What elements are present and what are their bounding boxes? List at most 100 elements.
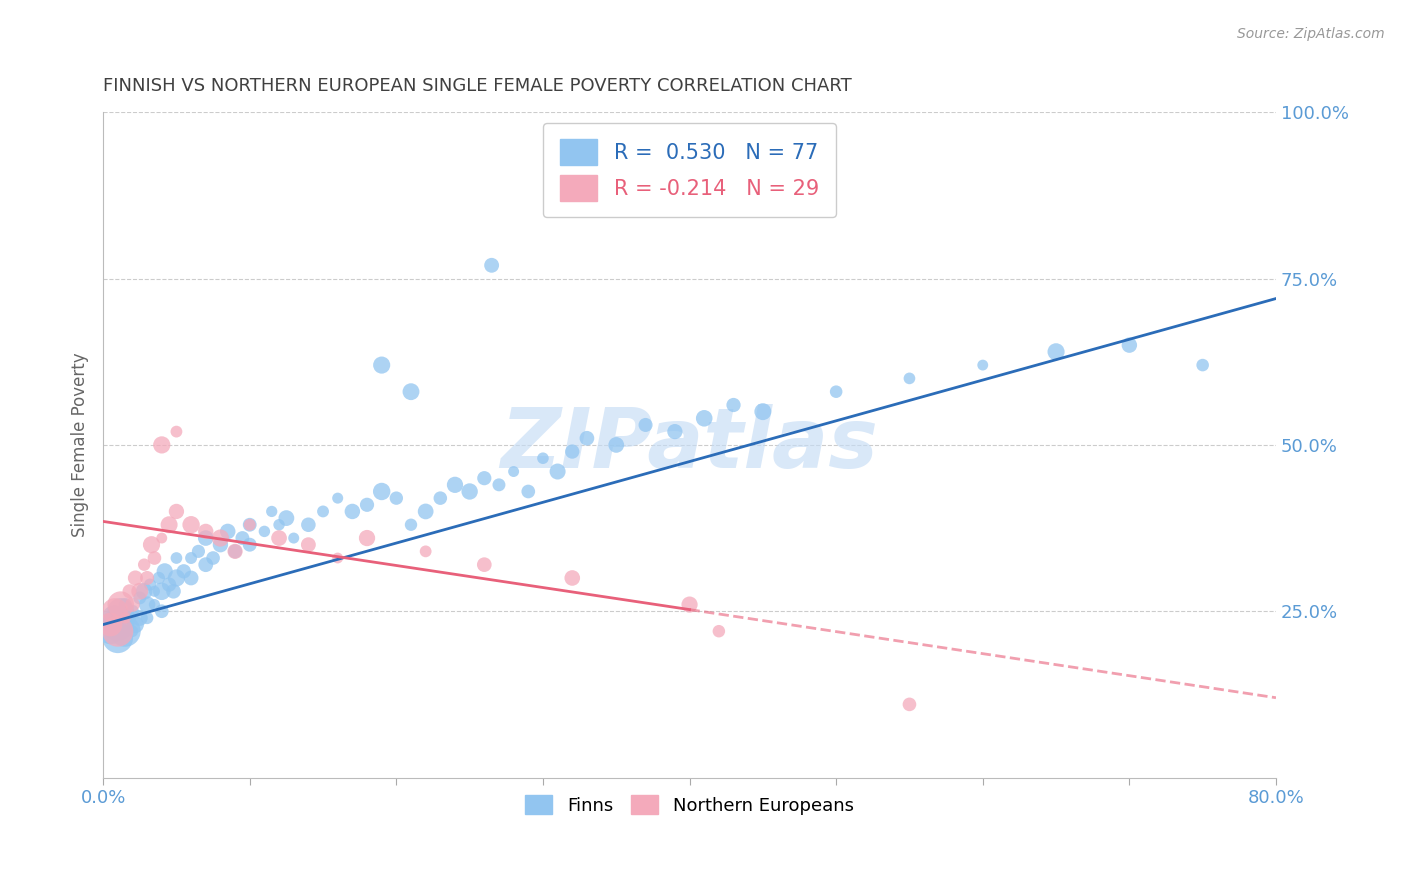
Point — [128, 591, 150, 605]
Point — [825, 384, 848, 399]
Point — [134, 558, 156, 572]
Point — [283, 531, 305, 545]
Point — [356, 498, 378, 512]
Point — [107, 624, 129, 639]
Point — [297, 538, 319, 552]
Text: FINNISH VS NORTHERN EUROPEAN SINGLE FEMALE POVERTY CORRELATION CHART: FINNISH VS NORTHERN EUROPEAN SINGLE FEMA… — [103, 78, 852, 95]
Point — [141, 538, 163, 552]
Point — [121, 604, 143, 618]
Point — [209, 538, 232, 552]
Point — [128, 584, 150, 599]
Point — [634, 417, 657, 432]
Point — [472, 471, 495, 485]
Point — [502, 465, 524, 479]
Point — [121, 598, 143, 612]
Point — [157, 517, 180, 532]
Point — [194, 531, 217, 545]
Point — [162, 584, 184, 599]
Point — [187, 544, 209, 558]
Point — [150, 584, 173, 599]
Point — [267, 517, 290, 532]
Point — [415, 544, 437, 558]
Point — [194, 524, 217, 539]
Point — [128, 611, 150, 625]
Point — [136, 598, 159, 612]
Point — [517, 484, 540, 499]
Point — [173, 564, 195, 578]
Point — [136, 611, 159, 625]
Point — [707, 624, 730, 639]
Point — [253, 524, 276, 539]
Point — [737, 159, 759, 173]
Point — [143, 551, 166, 566]
Text: ZIPatlas: ZIPatlas — [501, 404, 879, 485]
Point — [399, 517, 422, 532]
Point — [100, 624, 122, 639]
Point — [664, 425, 686, 439]
Point — [239, 517, 262, 532]
Point — [118, 584, 141, 599]
Point — [165, 551, 187, 566]
Point — [561, 444, 583, 458]
Point — [165, 504, 187, 518]
Point — [693, 411, 716, 425]
Point — [136, 571, 159, 585]
Point — [150, 604, 173, 618]
Point — [104, 604, 127, 618]
Point — [472, 558, 495, 572]
Point — [165, 571, 187, 585]
Point — [153, 564, 176, 578]
Point — [531, 451, 554, 466]
Point — [385, 491, 408, 505]
Point — [605, 438, 627, 452]
Point — [139, 577, 162, 591]
Point — [180, 571, 202, 585]
Point — [104, 611, 127, 625]
Point — [898, 371, 921, 385]
Point — [370, 484, 392, 499]
Point — [575, 431, 598, 445]
Point — [150, 531, 173, 545]
Point — [267, 531, 290, 545]
Point — [239, 517, 262, 532]
Point — [276, 511, 298, 525]
Point — [110, 598, 132, 612]
Point — [415, 504, 437, 518]
Point — [561, 571, 583, 585]
Point — [1118, 338, 1140, 352]
Point — [297, 517, 319, 532]
Point — [752, 404, 775, 418]
Point — [326, 491, 349, 505]
Point — [134, 584, 156, 599]
Point — [224, 544, 246, 558]
Point — [114, 611, 136, 625]
Legend: Finns, Northern Europeans: Finns, Northern Europeans — [519, 788, 860, 822]
Point — [458, 484, 481, 499]
Point — [165, 425, 187, 439]
Point — [260, 504, 283, 518]
Point — [972, 358, 994, 372]
Point — [444, 478, 467, 492]
Point — [114, 624, 136, 639]
Point — [481, 258, 503, 272]
Point — [209, 531, 232, 545]
Point — [678, 598, 700, 612]
Point — [326, 551, 349, 566]
Point — [180, 551, 202, 566]
Point — [100, 617, 122, 632]
Point — [143, 584, 166, 599]
Point — [239, 538, 262, 552]
Point — [143, 598, 166, 612]
Point — [157, 577, 180, 591]
Point — [148, 571, 170, 585]
Point — [342, 504, 364, 518]
Point — [429, 491, 451, 505]
Point — [488, 478, 510, 492]
Point — [114, 598, 136, 612]
Point — [217, 524, 239, 539]
Point — [547, 465, 569, 479]
Point — [399, 384, 422, 399]
Point — [194, 558, 217, 572]
Point — [312, 504, 335, 518]
Point — [124, 617, 146, 632]
